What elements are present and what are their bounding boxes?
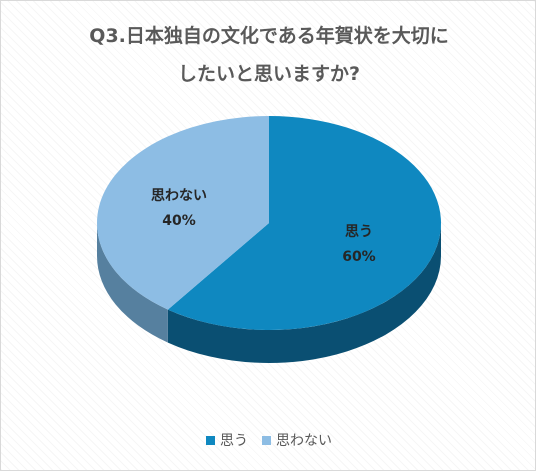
pie-labels: 思う 60% 思わない 40% xyxy=(151,188,376,265)
legend-item-omowanai: 思わない xyxy=(262,430,332,450)
data-label-category-omou: 思う xyxy=(345,224,373,240)
chart-title-line-1: Q3.日本独自の文化である年賀状を大切に xyxy=(89,25,449,47)
legend-label-omowanai: 思わない xyxy=(276,433,332,449)
data-label-value-omowanai: 40% xyxy=(162,213,196,229)
legend-swatch-omowanai xyxy=(262,435,271,445)
legend-label-omou: 思う xyxy=(220,433,248,449)
legend-item-omou: 思う xyxy=(206,430,248,450)
pie-tops xyxy=(96,115,442,330)
data-label-value-omou: 60% xyxy=(342,249,376,265)
chart-title-line-2: したいと思いますか? xyxy=(177,63,361,85)
pie-slice-omou xyxy=(167,116,442,330)
data-label-category-omowanai: 思わない xyxy=(151,188,207,204)
pie-side-omou xyxy=(167,223,441,363)
legend: 思う 思わない xyxy=(1,430,535,450)
pie-sides xyxy=(97,223,441,363)
pie-side-omowanai xyxy=(97,223,168,343)
legend-swatch-omou xyxy=(206,435,215,445)
pie-slice-omowanai xyxy=(96,115,269,310)
